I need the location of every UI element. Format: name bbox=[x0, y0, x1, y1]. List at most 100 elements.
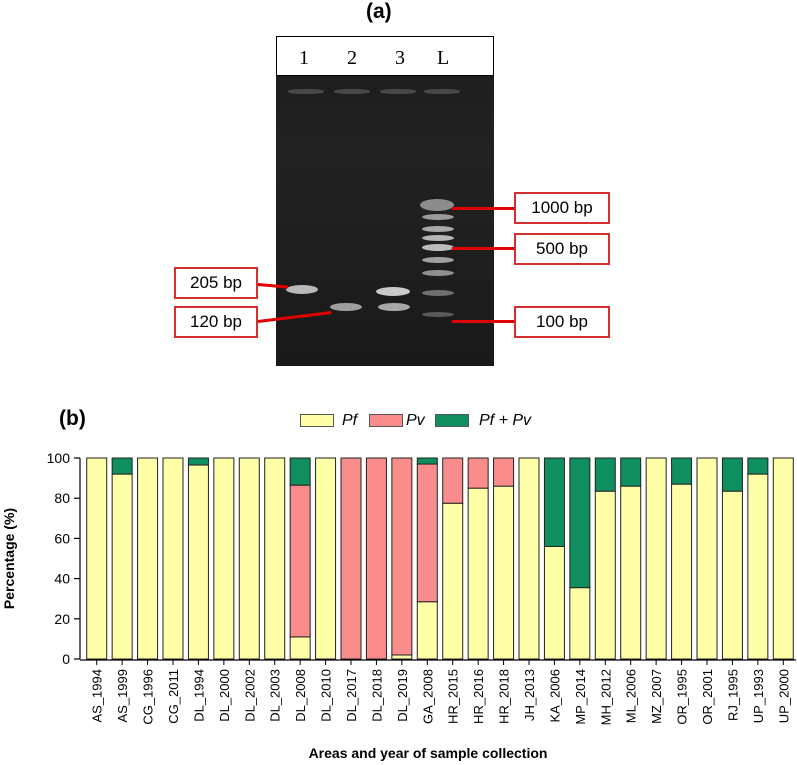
band-lane1-205bp bbox=[286, 285, 318, 294]
x-tick-label: HR_2018 bbox=[497, 669, 512, 724]
y-tick-label: 60 bbox=[54, 530, 70, 546]
bar-segment-pf bbox=[416, 601, 438, 660]
x-tick-label: DL_2010 bbox=[319, 669, 334, 722]
bar-segment-pf-pv bbox=[543, 457, 565, 547]
lane-label-ladder: L bbox=[437, 47, 450, 69]
bar-segment-pv bbox=[442, 457, 464, 504]
ladder-band bbox=[422, 214, 454, 220]
bar-segment-pv bbox=[493, 457, 515, 487]
bar-segment-pf bbox=[620, 485, 642, 660]
bar-segment-pf bbox=[391, 654, 413, 660]
bar-segment-pf bbox=[238, 457, 260, 660]
ladder-band bbox=[422, 235, 454, 241]
bar-segment-pf-pv bbox=[721, 457, 743, 492]
bar-segment-pv bbox=[340, 457, 362, 660]
bar-segment-pf bbox=[315, 457, 337, 660]
bar-segment-pf bbox=[86, 457, 108, 660]
x-tick-label: CG_2011 bbox=[166, 669, 181, 724]
x-tick-label: JH_2013 bbox=[522, 669, 537, 721]
bar-segment-pf-pv bbox=[671, 457, 693, 485]
x-tick-label: HR_2016 bbox=[471, 669, 486, 724]
bar-segment-pf-pv bbox=[416, 457, 438, 465]
bar-segment-pf bbox=[721, 490, 743, 660]
bar-segment-pf-pv bbox=[747, 457, 769, 475]
bar-segment-pf bbox=[264, 457, 286, 660]
bar-segment-pf bbox=[696, 457, 718, 660]
x-tick-label: CG_1996 bbox=[141, 669, 156, 725]
x-tick-label: ML_2006 bbox=[624, 669, 639, 723]
bar-segment-pf bbox=[569, 587, 591, 660]
well-3 bbox=[380, 89, 416, 94]
panel-b-label: (b) bbox=[59, 407, 86, 430]
x-tick-label: UP_2000 bbox=[776, 669, 791, 723]
legend-swatch-pv bbox=[369, 414, 403, 427]
x-tick-label: DL_2018 bbox=[369, 669, 384, 722]
marker-label-500bp: 500 bp bbox=[514, 233, 610, 265]
bar-segment-pf bbox=[111, 473, 133, 660]
marker-line-100bp bbox=[452, 320, 514, 323]
y-tick-label: 100 bbox=[47, 450, 71, 466]
bar-segment-pf bbox=[137, 457, 159, 660]
x-tick-label: DL_2019 bbox=[395, 669, 410, 722]
x-tick-label: KA_2006 bbox=[547, 669, 562, 723]
x-tick-label: DL_2003 bbox=[268, 669, 283, 722]
lane-label-2: 2 bbox=[347, 47, 357, 69]
bar-segment-pf-pv bbox=[111, 457, 133, 475]
x-tick-label: UP_1993 bbox=[751, 669, 766, 723]
bar-segment-pf bbox=[442, 502, 464, 660]
x-axis-title: Areas and year of sample collection bbox=[309, 745, 548, 761]
bar-segment-pf bbox=[187, 464, 209, 660]
marker-line-500bp bbox=[452, 247, 514, 250]
x-tick-label: DL_2002 bbox=[242, 669, 257, 722]
bar-segment-pf bbox=[543, 545, 565, 660]
gel-image: 1 2 3 L bbox=[276, 36, 494, 366]
bar-segment-pf bbox=[162, 457, 184, 660]
ladder-band-100bp bbox=[422, 312, 454, 317]
bar-segment-pf bbox=[671, 483, 693, 660]
x-tick-label: DL_2008 bbox=[293, 669, 308, 722]
lane-header: 1 2 3 L bbox=[276, 36, 494, 76]
marker-label-120bp: 120 bp bbox=[174, 306, 258, 338]
bar-segment-pf bbox=[594, 490, 616, 660]
y-tick-label: 20 bbox=[54, 611, 70, 627]
marker-label-1000bp: 1000 bp bbox=[514, 192, 610, 224]
lane-label-3: 3 bbox=[395, 47, 405, 69]
x-tick-label: DL_2017 bbox=[344, 669, 359, 722]
ladder-band-500bp bbox=[422, 244, 454, 251]
bar-segment-pf bbox=[747, 473, 769, 660]
bar-segment-pv bbox=[289, 484, 311, 638]
lane-label-1: 1 bbox=[299, 47, 309, 69]
well-2 bbox=[334, 89, 370, 94]
marker-label-205bp: 205 bp bbox=[174, 267, 258, 299]
x-tick-label: OR_2001 bbox=[700, 669, 715, 725]
y-tick-label: 0 bbox=[62, 651, 70, 667]
bar-segment-pf bbox=[493, 485, 515, 660]
x-tick-label: MZ_2007 bbox=[649, 669, 664, 724]
ladder-band-1000bp bbox=[420, 199, 454, 211]
ladder-band bbox=[422, 226, 454, 232]
legend-swatch-pf-pv bbox=[435, 414, 469, 427]
bar-segment-pf bbox=[645, 457, 667, 660]
band-lane2-120bp bbox=[330, 303, 362, 311]
x-tick-label: OR_1995 bbox=[675, 669, 690, 725]
bar-segment-pv bbox=[416, 463, 438, 603]
ladder-band bbox=[422, 270, 454, 276]
x-tick-label: RJ_1995 bbox=[725, 669, 740, 721]
bar-segment-pv bbox=[467, 457, 489, 489]
legend-swatch-pf bbox=[300, 414, 334, 427]
y-tick-label: 40 bbox=[54, 571, 70, 587]
bar-segment-pf-pv bbox=[569, 457, 591, 589]
x-tick-label: DL_1994 bbox=[191, 669, 206, 722]
bar-segment-pf-pv bbox=[289, 457, 311, 486]
bar-segment-pf bbox=[518, 457, 540, 660]
ladder-band bbox=[422, 257, 454, 263]
ladder-band bbox=[422, 290, 454, 296]
bar-segment-pf bbox=[213, 457, 235, 660]
marker-label-100bp: 100 bp bbox=[514, 306, 610, 338]
bar-segment-pf-pv bbox=[620, 457, 642, 487]
band-lane3-120bp bbox=[378, 303, 410, 311]
bar-segment-pf-pv bbox=[594, 457, 616, 492]
bar-segment-pf bbox=[772, 457, 794, 660]
marker-line-1000bp bbox=[452, 207, 514, 210]
